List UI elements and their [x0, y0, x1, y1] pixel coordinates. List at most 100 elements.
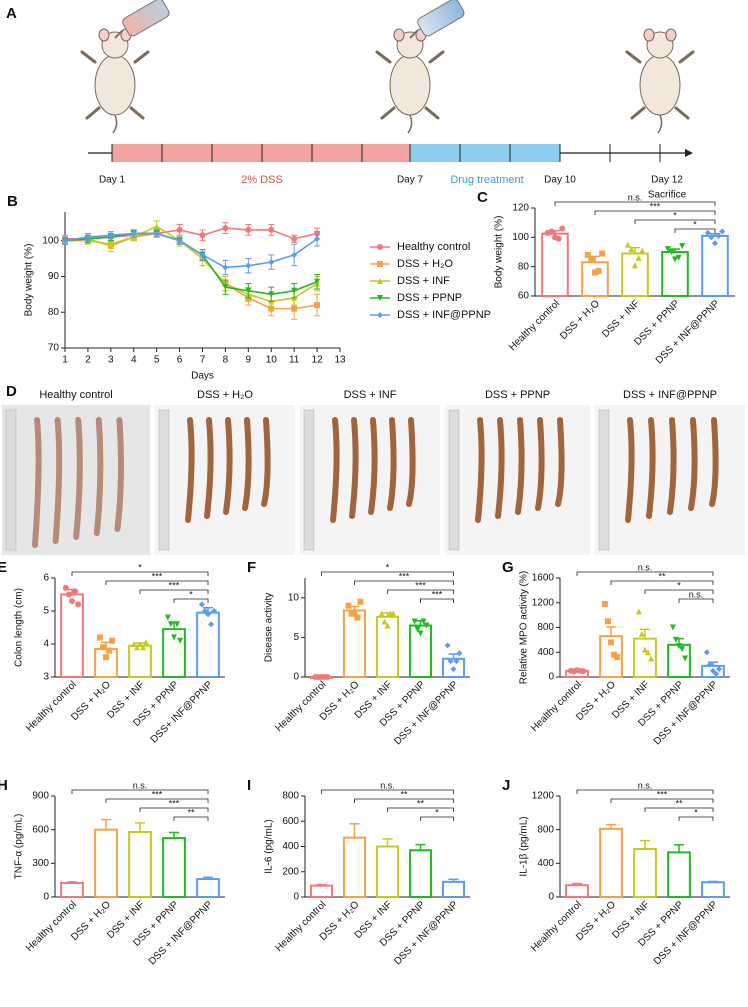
- data-point: [675, 254, 682, 261]
- data-point: [420, 618, 427, 625]
- data-point: [417, 630, 424, 637]
- significance-bracket: [576, 789, 714, 794]
- data-point: [664, 246, 671, 253]
- colon-sample: [32, 417, 42, 548]
- data-point: [351, 610, 358, 617]
- bar: [375, 845, 400, 898]
- y-tick-label: 600: [282, 816, 299, 827]
- data-point: [84, 234, 91, 241]
- bar: [408, 849, 433, 898]
- data-point: [268, 291, 275, 298]
- x-tick-label: 7: [200, 355, 206, 366]
- bar: [94, 828, 118, 899]
- mouse-ear: [665, 28, 677, 42]
- data-point: [713, 670, 720, 677]
- data-point: [548, 228, 555, 235]
- mouse-body: [94, 54, 136, 116]
- data-point: [107, 232, 114, 239]
- y-tick-label: 0: [293, 892, 299, 903]
- data-point: [642, 646, 648, 653]
- mouse-limb: [85, 106, 101, 120]
- significance-bracket: [321, 571, 454, 576]
- significance-label: **: [187, 807, 195, 817]
- legend-label: DSS + H₂O: [397, 258, 453, 270]
- data-point: [555, 235, 562, 242]
- bar: [667, 851, 691, 898]
- x-tick-label: DSS + INF@PPNP: [392, 899, 460, 967]
- bottle: [122, 0, 170, 37]
- data-point: [199, 232, 206, 239]
- panel-label: I: [247, 777, 251, 794]
- data-point: [201, 608, 208, 614]
- significance-bracket: [173, 816, 209, 821]
- colon-sample: [349, 417, 359, 519]
- timeline-label: Sacrifice: [648, 190, 687, 201]
- timeline-label: Day 1: [99, 175, 126, 186]
- mouse-limb: [80, 50, 97, 64]
- significance-label: n.s.: [628, 192, 643, 202]
- timeline-label: Drug treatment: [450, 174, 523, 186]
- data-point: [130, 641, 137, 647]
- colon-sample: [646, 417, 656, 519]
- legend-marker: [377, 261, 383, 267]
- data-point: [624, 241, 631, 248]
- mouse-tail: [657, 114, 663, 134]
- y-tick-label: 400: [537, 647, 554, 658]
- data-point: [632, 262, 638, 269]
- data-point: [291, 305, 298, 312]
- y-axis-label: Colon length (cm): [14, 588, 25, 667]
- bar: [599, 827, 623, 899]
- data-point: [712, 240, 718, 247]
- colon-sample: [114, 417, 124, 532]
- data-point: [245, 262, 252, 269]
- photo-group-label: DSS + PPNP: [485, 389, 550, 401]
- significance-bracket: [354, 798, 454, 803]
- colon-sample: [52, 417, 63, 544]
- y-tick-label: 800: [282, 791, 299, 802]
- colon-sample: [625, 417, 635, 523]
- panel-label: F: [247, 559, 256, 576]
- x-tick-label: DSS + INF@PPNP: [652, 899, 720, 967]
- mouse-illustration: [375, 0, 465, 134]
- panel-label: J: [502, 777, 510, 794]
- photo-group-label: DSS + INF@PPNP: [623, 389, 717, 401]
- y-tick-label: 900: [32, 791, 49, 802]
- drug-period: [410, 144, 560, 162]
- data-point: [601, 600, 608, 607]
- data-point: [176, 237, 183, 244]
- mouse-limb: [380, 106, 396, 120]
- data-point: [268, 259, 275, 266]
- bar: [667, 643, 691, 679]
- significance-label: **: [658, 571, 666, 581]
- panel-label: A: [6, 5, 17, 22]
- data-point: [390, 610, 397, 617]
- significance-label: *: [138, 562, 142, 572]
- colon-sample: [688, 417, 698, 511]
- x-tick-label: 5: [154, 355, 160, 366]
- significance-label: ***: [169, 798, 180, 808]
- data-point: [354, 614, 361, 621]
- x-tick-label: 13: [334, 355, 346, 366]
- dss-period: [112, 144, 410, 162]
- x-tick-label: 11: [289, 355, 300, 366]
- data-point: [708, 234, 715, 241]
- colon-sample: [223, 417, 233, 515]
- significance-label: *: [386, 562, 390, 572]
- y-tick-label: 1200: [532, 791, 555, 802]
- significance-bracket: [139, 589, 209, 594]
- significance-label: *: [189, 589, 193, 599]
- data-point: [384, 622, 391, 629]
- mouse-body: [639, 54, 681, 116]
- data-point: [638, 630, 645, 637]
- data-point: [595, 268, 602, 275]
- data-point: [453, 658, 460, 665]
- timeline-label: Day 12: [651, 175, 683, 186]
- significance-bracket: [105, 798, 209, 803]
- mouse-limb: [375, 50, 392, 64]
- bottle: [417, 0, 465, 37]
- bar: [565, 884, 589, 899]
- ruler: [5, 409, 17, 551]
- mouse-tail: [112, 114, 118, 134]
- data-point: [357, 598, 364, 605]
- data-point: [411, 618, 418, 625]
